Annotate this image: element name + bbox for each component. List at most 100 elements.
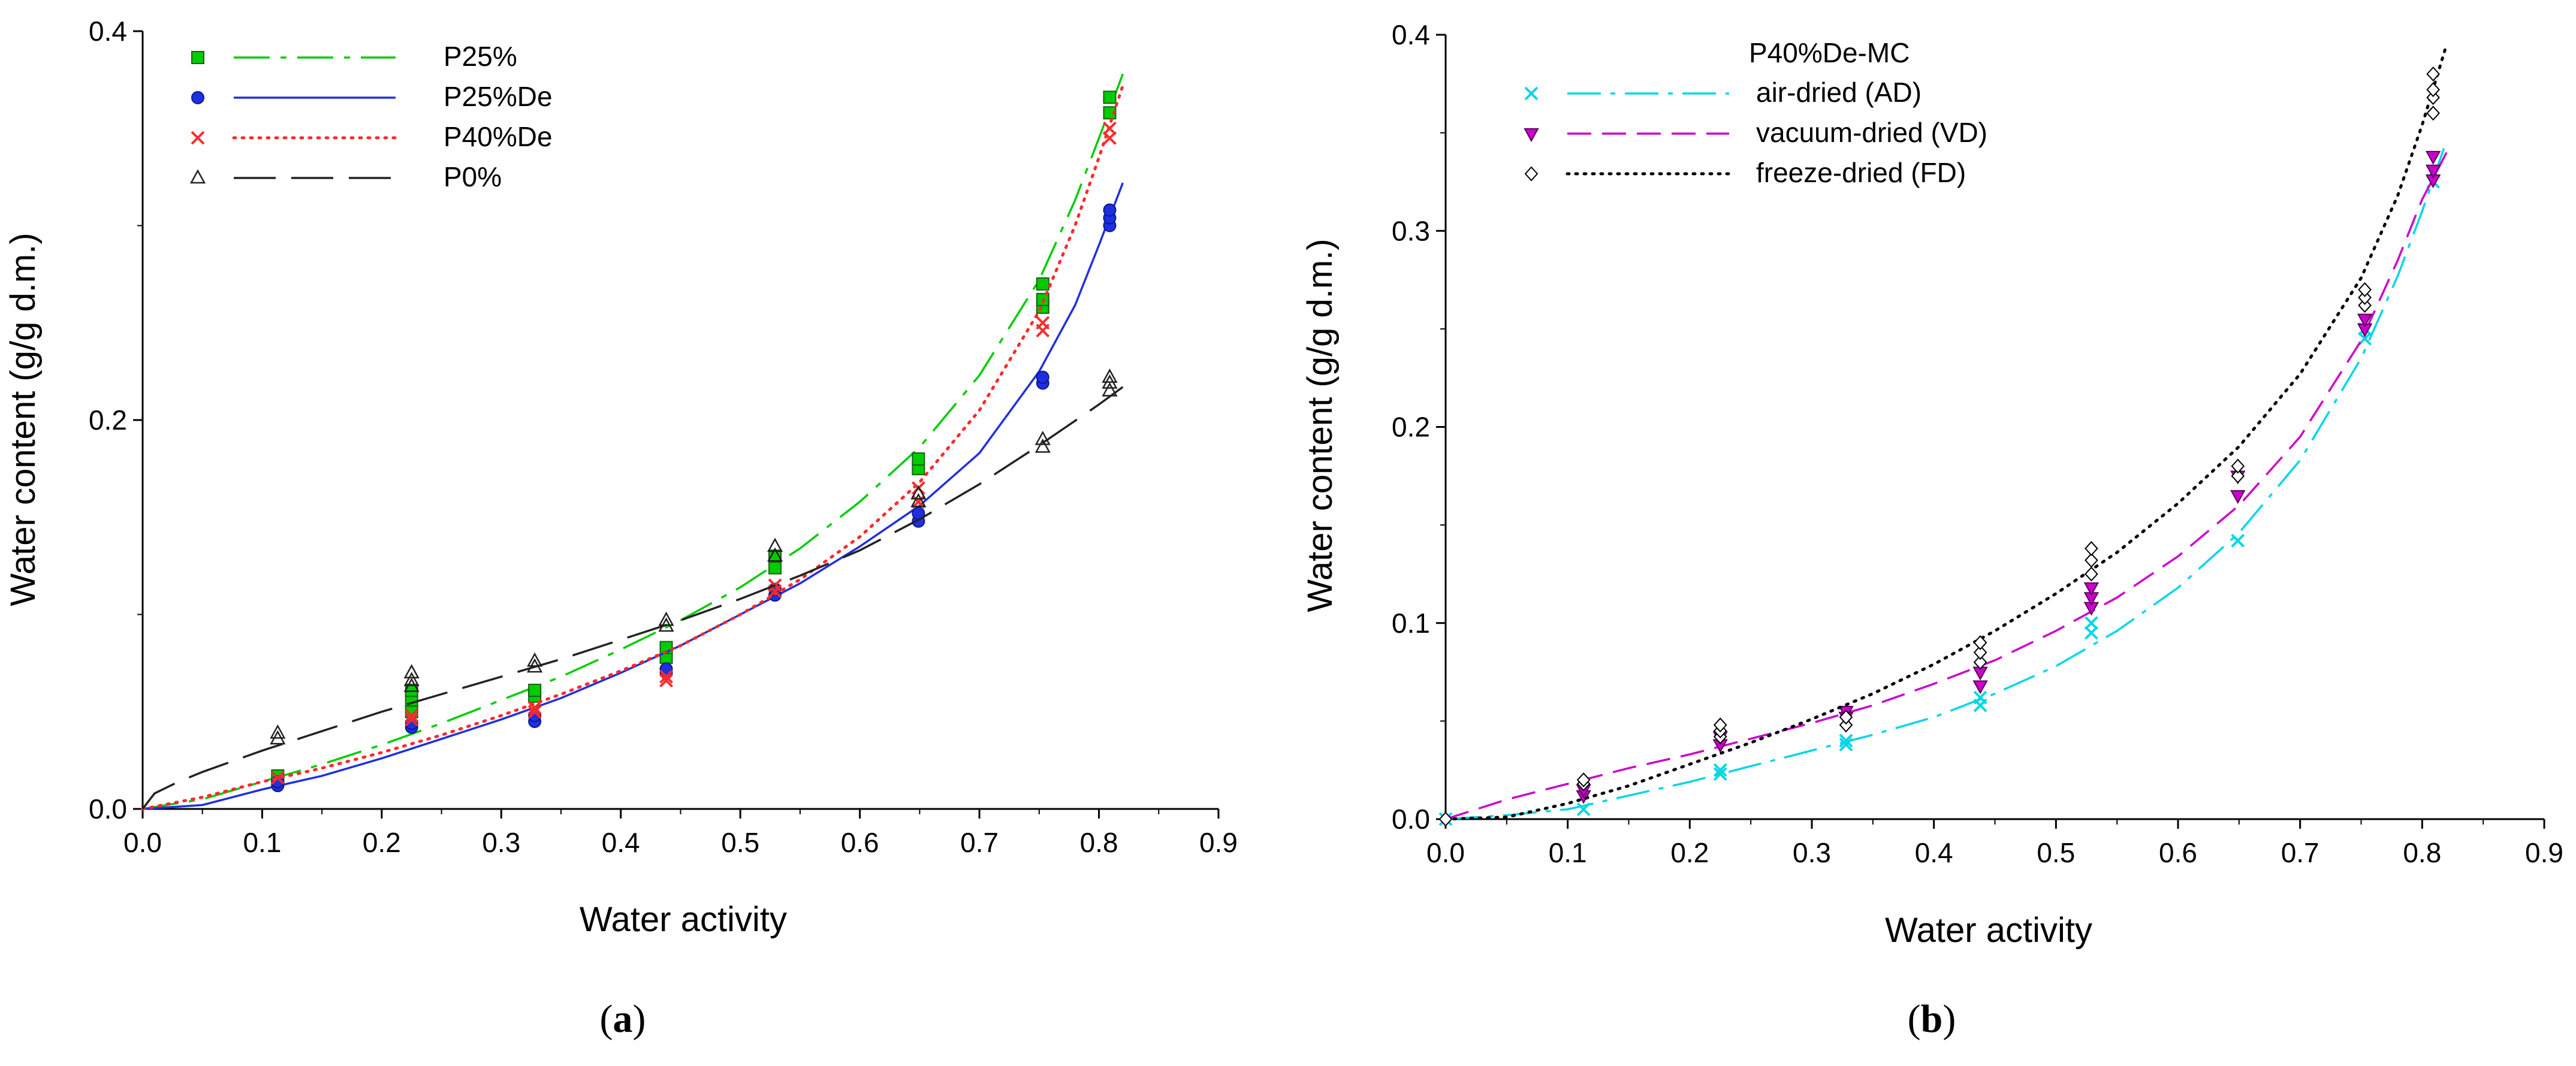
x-tick-label: 0.2 bbox=[1670, 837, 1709, 868]
x-tick-label: 0.1 bbox=[243, 827, 281, 858]
legend-marker bbox=[191, 51, 204, 64]
data-point bbox=[2426, 82, 2441, 98]
data-point bbox=[1576, 802, 1591, 817]
data-point bbox=[1973, 635, 1987, 650]
data-point bbox=[405, 717, 418, 730]
data-point bbox=[405, 712, 419, 727]
caption-b: (b) bbox=[1908, 997, 1956, 1041]
panel-b: 0.0 0.1 0.2 0.3 0.4 0.5 0.6 0.7 0.8 0.9 0.0 0.1 0.2 0… bbox=[1301, 19, 2563, 1041]
legend-a: P25% P25%De P40%De P0% bbox=[189, 41, 553, 192]
data-point bbox=[659, 662, 673, 676]
data-point bbox=[1102, 382, 1118, 397]
x-tick-label: 0.3 bbox=[1793, 837, 1831, 868]
data-point bbox=[2426, 105, 2441, 121]
x-tick-label: 0.9 bbox=[1199, 827, 1238, 858]
series-curve bbox=[1445, 140, 2448, 820]
data-point bbox=[1103, 203, 1117, 217]
data-point bbox=[2083, 582, 2100, 596]
data-point bbox=[767, 547, 783, 562]
data-point bbox=[527, 700, 542, 715]
series-curve bbox=[142, 182, 1124, 810]
data-point bbox=[1713, 717, 1727, 733]
series-air-dried-ad bbox=[1438, 140, 2448, 826]
data-point bbox=[768, 561, 782, 575]
data-point bbox=[2084, 616, 2098, 630]
x-tick-label: 0.5 bbox=[2037, 837, 2075, 868]
series-p40-de bbox=[141, 84, 1124, 811]
data-point bbox=[2426, 90, 2441, 105]
data-point bbox=[2357, 313, 2373, 328]
data-point bbox=[659, 674, 673, 688]
data-point bbox=[1839, 717, 1853, 733]
data-point bbox=[910, 485, 927, 500]
x-axis-title-b: Water activity bbox=[1885, 911, 2092, 950]
plot-area-b: 0.0 0.1 0.2 0.3 0.4 0.5 0.6 0.7 0.8 0.9 0.0 0.1 0.2 0… bbox=[1392, 19, 2563, 868]
series-p25-de bbox=[142, 182, 1124, 810]
data-point bbox=[2231, 458, 2245, 474]
x-tick-label: 0.3 bbox=[482, 827, 520, 858]
data-point bbox=[527, 652, 543, 667]
x-tick-label: 0.0 bbox=[1426, 837, 1465, 868]
data-point bbox=[2425, 150, 2441, 165]
data-point bbox=[528, 709, 542, 723]
data-point bbox=[527, 705, 542, 719]
x-tick-label: 0.2 bbox=[363, 827, 401, 858]
x-tick-label: 0.0 bbox=[123, 827, 162, 858]
series-p0 bbox=[141, 369, 1124, 810]
legend-label: freeze-dried (FD) bbox=[1756, 157, 1966, 188]
y-tick-label: 0.2 bbox=[89, 404, 127, 436]
x-tick-label: 0.6 bbox=[841, 827, 879, 858]
data-point bbox=[1034, 430, 1051, 445]
plot-area-a: 0.0 0.1 0.2 0.3 0.4 0.5 0.6 0.7 0.8 0.9 0.0 0.2 0.4 bbox=[89, 16, 1238, 858]
series-vacuum-dried-vd bbox=[1445, 150, 2448, 820]
legend-title-b: P40%De-MC bbox=[1749, 37, 1910, 68]
caption-a: (a) bbox=[600, 997, 646, 1041]
data-point bbox=[2085, 566, 2098, 582]
x-tick-label: 0.9 bbox=[2525, 837, 2563, 868]
data-point bbox=[1036, 316, 1050, 330]
data-point bbox=[767, 537, 783, 552]
data-point bbox=[1973, 654, 1987, 670]
data-point bbox=[2084, 626, 2098, 640]
x-tick-label: 0.4 bbox=[1915, 837, 1953, 868]
data-point bbox=[270, 724, 286, 739]
data-point bbox=[1036, 277, 1049, 291]
data-point bbox=[1103, 121, 1117, 135]
data-point bbox=[1102, 369, 1118, 383]
x-tick-label: 0.6 bbox=[2159, 837, 2197, 868]
data-point bbox=[2231, 533, 2245, 548]
legend-label: P25%De bbox=[444, 81, 553, 112]
x-tick-label: 0.7 bbox=[960, 827, 999, 858]
legend-label: P0% bbox=[444, 161, 502, 192]
data-point bbox=[2230, 490, 2246, 505]
data-point bbox=[405, 708, 419, 723]
data-point bbox=[1103, 131, 1117, 145]
series-curve bbox=[141, 84, 1124, 811]
data-point bbox=[1103, 106, 1117, 120]
series-p25 bbox=[142, 73, 1124, 810]
legend-marker bbox=[1524, 128, 1539, 143]
legend-label: vacuum-dried (VD) bbox=[1756, 117, 1987, 148]
panel-a: 0.0 0.1 0.2 0.3 0.4 0.5 0.6 0.7 0.8 0.90.00.20.4 … bbox=[4, 16, 1238, 1041]
data-point bbox=[1839, 733, 1853, 748]
data-point bbox=[658, 611, 674, 626]
legend-label: air-dried (AD) bbox=[1756, 77, 1922, 108]
data-point bbox=[1973, 690, 1987, 705]
legend-marker bbox=[191, 131, 205, 145]
legend-b: P40%De-MC air-dried (AD) vacuum-dried (VD… bbox=[1524, 37, 1987, 188]
caption-letter-b: b bbox=[1921, 997, 1943, 1041]
legend-label: P25% bbox=[444, 41, 517, 72]
data-point bbox=[1438, 811, 1453, 827]
data-point bbox=[2085, 540, 2098, 556]
data-point bbox=[2425, 164, 2441, 179]
data-point bbox=[910, 493, 927, 508]
y-tick-label: 0.4 bbox=[89, 16, 127, 47]
data-point bbox=[912, 452, 925, 466]
series-curve bbox=[1444, 43, 2448, 821]
series-curve bbox=[142, 73, 1124, 810]
y-axis-title-b: Water content (g/g d.m.) bbox=[1301, 238, 1340, 612]
data-point bbox=[1036, 370, 1049, 384]
x-tick-label: 0.1 bbox=[1549, 837, 1587, 868]
data-point bbox=[1713, 763, 1727, 777]
